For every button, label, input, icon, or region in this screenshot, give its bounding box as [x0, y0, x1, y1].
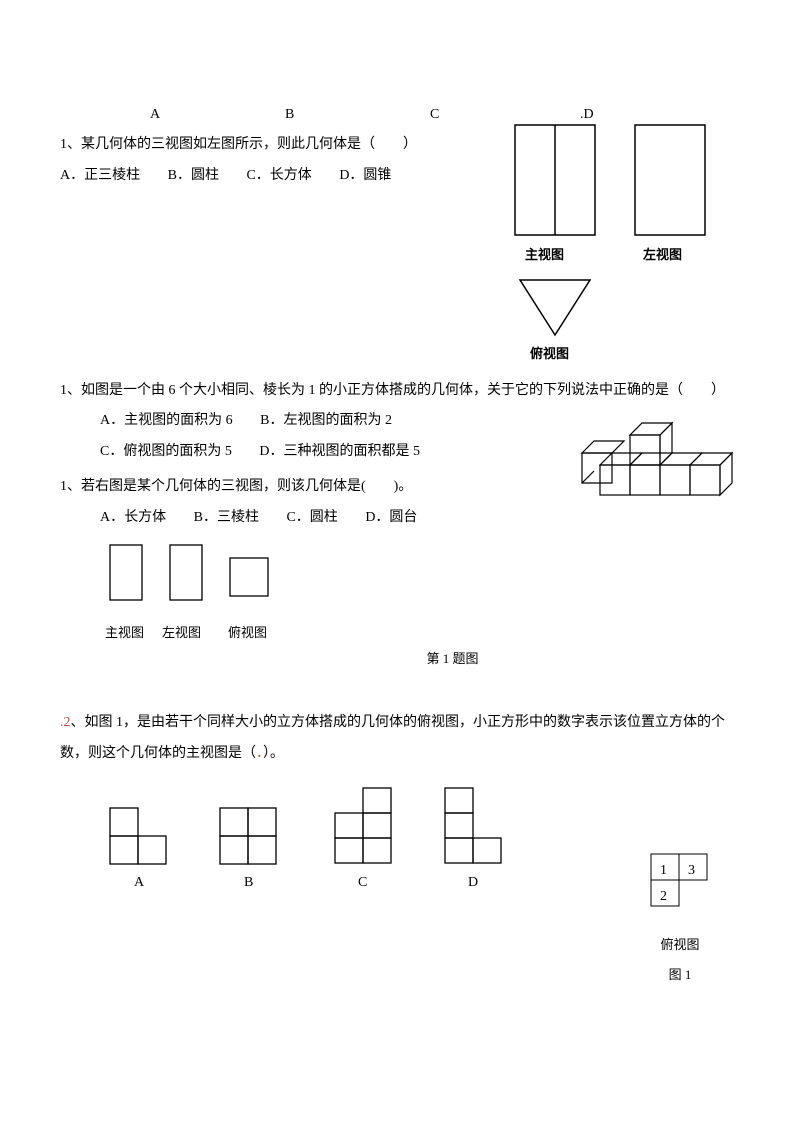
q1-opt-d: D．圆锥 — [339, 168, 391, 183]
q4-period: ． — [256, 746, 263, 761]
q2-cubes — [570, 425, 740, 523]
q3-left: 左视图 — [162, 619, 201, 648]
q2-text: 1、如图是一个由 6 个大小相同、棱长为 1 的小正方体搭成的几何体，关于它的下… — [60, 376, 740, 407]
q4-topview: 1 3 2 俯视图 图 1 — [645, 852, 715, 990]
q1-opt-b: B．圆柱 — [168, 168, 219, 183]
svg-text:C: C — [358, 875, 367, 890]
label-a: A — [150, 100, 160, 131]
q3-figure: 主视图 左视图 俯视图 第 1 题图 — [100, 540, 740, 674]
q2-opt-d: D．三种视图的面积都是 5 — [259, 444, 420, 459]
q3-front: 主视图 — [105, 619, 144, 648]
q1-top-caption: 俯视图 — [530, 340, 569, 369]
svg-text:B: B — [244, 875, 253, 890]
q4-text2: ）。 — [263, 746, 284, 761]
q1-opt-a: A．正三棱柱 — [60, 168, 140, 183]
q3-opt-c: C．圆柱 — [286, 510, 337, 525]
q4-text: 、如图 1，是由若干个同样大小的立方体搭成的几何体的俯视图，小正方形中的数字表示… — [60, 715, 725, 761]
q3-opt-b: B．三棱柱 — [194, 510, 259, 525]
q4-cell-2: 3 — [688, 856, 695, 887]
q4-top-caption: 俯视图 — [645, 931, 715, 960]
q1-figure: 主视图 左视图 俯视图 — [510, 125, 730, 358]
q3-fig-caption: 第 1 题图 — [165, 645, 740, 674]
q2-opt-a: A．主视图的面积为 6 — [100, 413, 233, 428]
q1-left-caption: 左视图 — [643, 241, 682, 270]
q2-opt-b: B．左视图的面积为 2 — [260, 413, 392, 428]
q3-top: 俯视图 — [228, 619, 267, 648]
q3-opt-a: A．长方体 — [100, 510, 166, 525]
q3-opt-d: D．圆台 — [365, 510, 417, 525]
svg-text:A: A — [134, 875, 145, 890]
q4: .2、如图 1，是由若干个同样大小的立方体搭成的几何体的俯视图，小正方形中的数字… — [60, 708, 740, 770]
option-label-row: A B C .D — [110, 100, 740, 120]
q4-cell-3: 2 — [660, 882, 667, 913]
label-b: B — [285, 100, 294, 131]
svg-text:D: D — [468, 875, 478, 890]
q1-front-caption: 主视图 — [525, 241, 564, 270]
q1-opt-c: C．长方体 — [246, 168, 311, 183]
q2-opt-c: C．俯视图的面积为 5 — [100, 444, 232, 459]
label-c: C — [430, 100, 439, 131]
q4-num: .2 — [60, 715, 71, 730]
q4-fig-caption: 图 1 — [645, 961, 715, 990]
